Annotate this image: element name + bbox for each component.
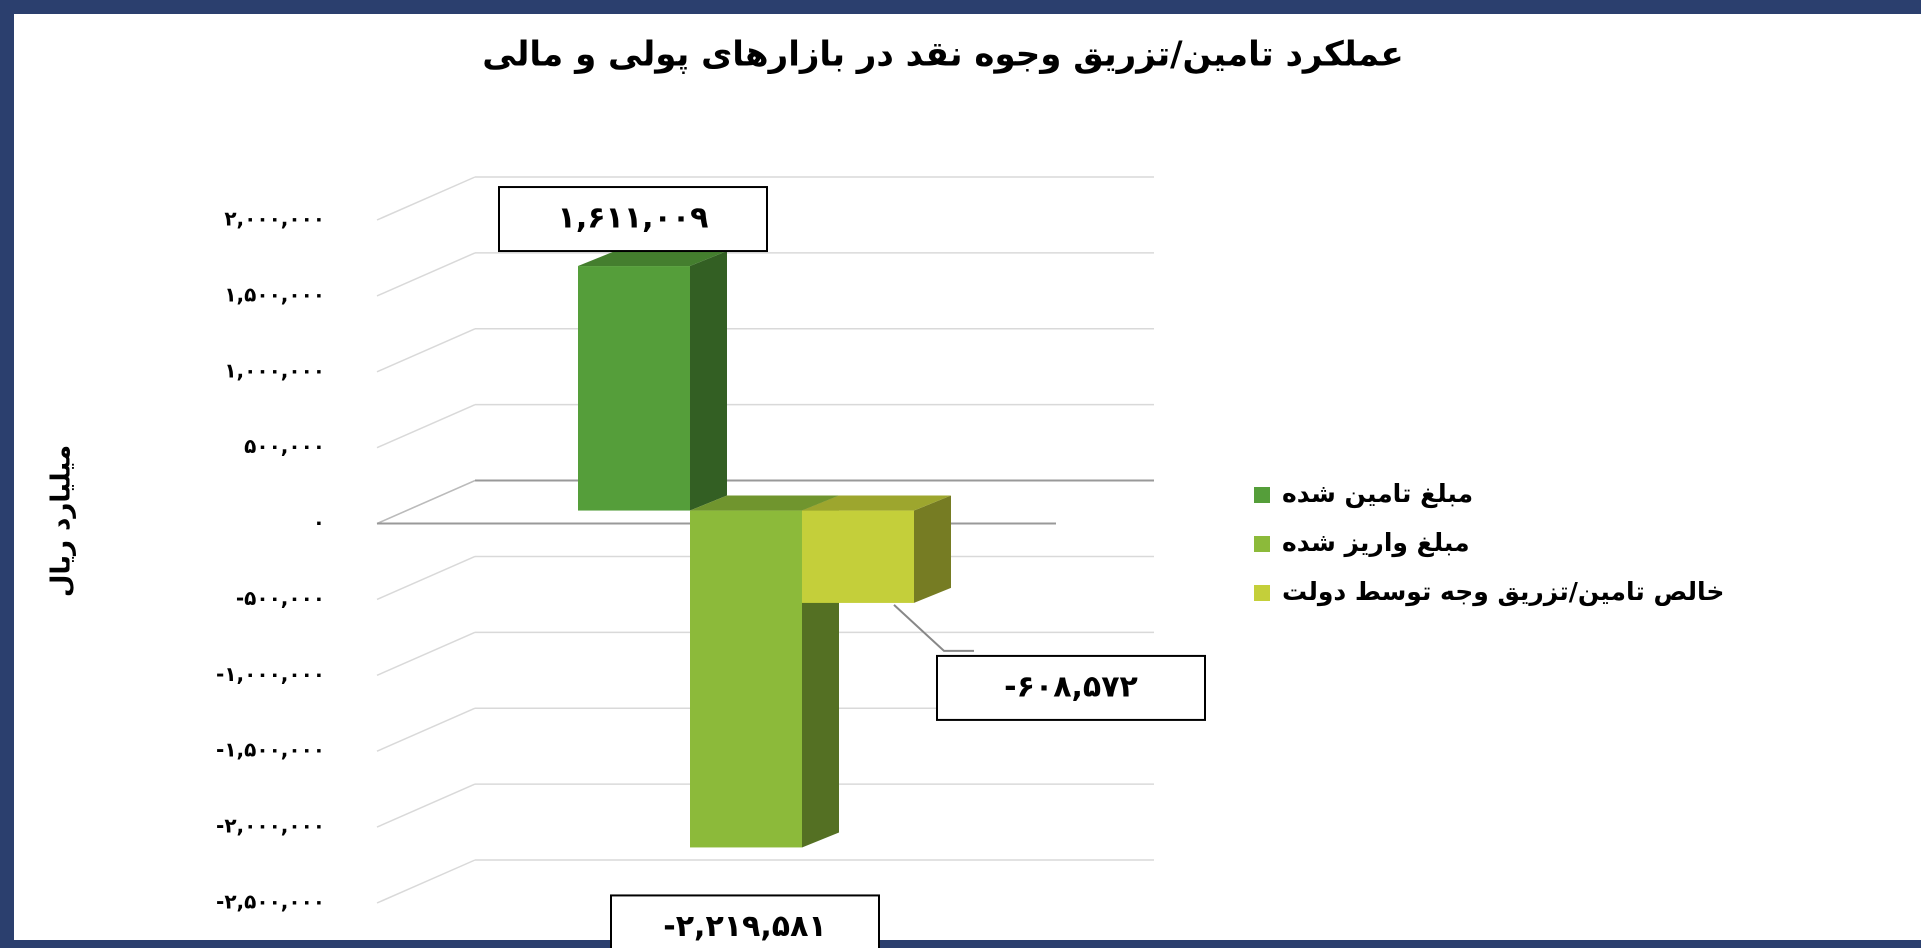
grid-line [376,707,476,752]
data-label: -۶۰۸,۵۷۲ [1004,669,1138,704]
bar [578,266,690,511]
bar-top [802,495,951,511]
legend-label: مبلغ واریز شده [1282,528,1470,558]
grid-line [376,859,476,904]
grid-line [376,176,476,221]
y-tick-label: -۵۰۰,۰۰۰ [236,586,325,610]
grid-line [376,252,476,297]
chart-area [14,14,1921,940]
y-tick-label: ۰ [313,510,325,534]
grid-line [376,783,476,828]
bar-side [914,495,951,603]
y-tick-label: -۲,۵۰۰,۰۰۰ [216,890,325,914]
y-axis-label: میلیارد ریال [47,445,77,597]
grid-line [376,631,476,677]
zero-side-line [376,479,476,525]
data-label: -۲,۲۱۹,۵۸۱ [663,909,826,944]
data-label-box [610,894,880,948]
y-tick-label: ۱,۰۰۰,۰۰۰ [224,358,325,382]
y-tick-label: -۱,۰۰۰,۰۰۰ [216,662,325,686]
legend-swatch [1254,536,1270,552]
bar-top [690,495,839,511]
legend-label: خالص تامین/تزریق وجه توسط دولت [1282,577,1724,607]
y-tick-label: -۱,۵۰۰,۰۰۰ [216,738,325,762]
legend-swatch [1254,487,1270,503]
legend-swatch [1254,585,1270,601]
label-leader [893,604,974,652]
bar-top [578,251,727,267]
y-tick-label: ۲,۰۰۰,۰۰۰ [224,207,325,231]
bar [690,510,802,848]
bar-side [690,251,727,511]
bar [802,510,914,603]
y-tick-label: ۵۰۰,۰۰۰ [244,434,325,458]
data-label-box [936,654,1206,721]
y-tick-label: -۲,۰۰۰,۰۰۰ [216,814,325,838]
grid-line [376,555,476,601]
chart-title: عملکرد تامین/تزریق وجوه نقد در بازارهای … [482,35,1403,75]
data-label: ۱,۶۱۱,۰۰۹ [558,201,709,236]
y-tick-label: ۱,۵۰۰,۰۰۰ [224,282,325,306]
grid-line [376,328,476,373]
legend-label: مبلغ تامین شده [1282,479,1473,509]
grid-line [376,403,476,449]
data-label-box [498,186,768,253]
